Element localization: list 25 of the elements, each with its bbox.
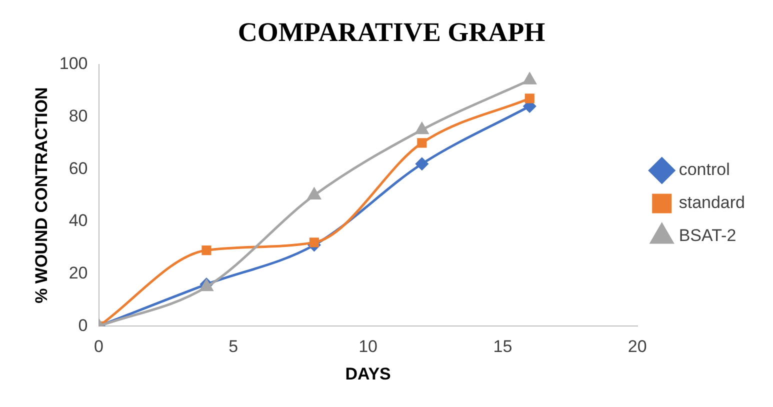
- x-tick-label: 15: [493, 337, 512, 356]
- y-tick-label: 0: [78, 316, 88, 335]
- y-tick-label: 100: [59, 54, 88, 74]
- point: [417, 138, 427, 148]
- y-tick-label: 80: [68, 106, 88, 126]
- point: [415, 122, 428, 134]
- point: [523, 72, 536, 84]
- point: [308, 188, 321, 200]
- y-tick-label: 20: [68, 264, 88, 283]
- chart-title: COMPARATIVE GRAPH: [238, 17, 546, 48]
- point: [309, 238, 319, 248]
- x-tick-label: 20: [628, 337, 647, 356]
- y-tick-label: 40: [68, 211, 88, 230]
- x-tick-label: 0: [94, 337, 104, 356]
- x-tick-label: 5: [228, 337, 238, 356]
- y-axis-title: % WOUND CONTRACTION: [32, 87, 51, 304]
- x-axis-title: DAYS: [345, 364, 391, 384]
- x-tick-label: 10: [358, 337, 378, 356]
- point: [202, 245, 212, 256]
- legend-label: BSAT-2: [678, 226, 736, 246]
- point: [416, 158, 428, 170]
- point: [524, 94, 534, 104]
- legend-label: standard: [678, 193, 746, 212]
- y-tick-label: 60: [68, 158, 88, 178]
- legend-label: control: [678, 160, 730, 180]
